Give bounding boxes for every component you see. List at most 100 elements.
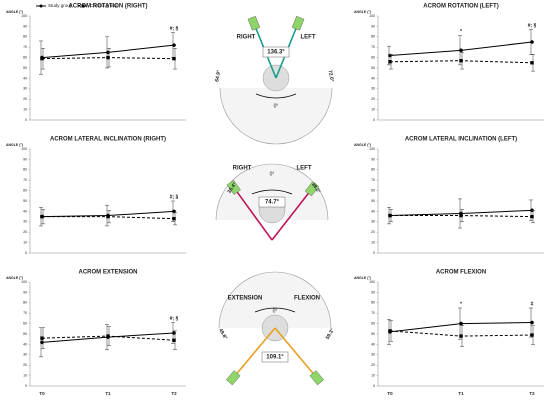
y-tick-label: 70 [371,178,375,182]
point [459,334,463,338]
annotation: #; § [170,194,179,200]
y-tick-label: 100 [21,14,27,18]
legend-marker [81,4,85,8]
side-angle: 36.4° [226,182,238,195]
y-tick-label: 40 [23,209,27,213]
y-tick-label: 30 [371,87,375,91]
angle-line [234,189,273,241]
y-tick-label: 0 [373,384,375,388]
y-tick-label: 30 [23,87,27,91]
annotation: #; § [528,23,537,29]
side-title: FLEXION [294,296,320,302]
y-tick-label: 80 [371,35,375,39]
y-tick-label: 100 [369,147,375,151]
y-tick-label: 10 [371,108,375,112]
angle-box [309,370,324,386]
total-angle: 109.1° [266,355,284,361]
x-tick-label: T0 [387,391,393,396]
y-tick-label: 40 [23,76,27,80]
y-tick-label: 70 [371,311,375,315]
x-tick-label: T2 [171,391,177,396]
point [40,214,44,219]
arc [219,87,333,145]
chart-title: ACROM LATERAL INCLINATION (LEFT) [405,137,517,143]
y-tick-label: 60 [371,322,375,326]
y-tick-label: 60 [23,56,27,60]
annotation: # [531,301,534,307]
y-tick-label: 0 [25,118,27,122]
point [172,43,176,47]
annotation: #; § [170,26,179,32]
point [530,333,534,337]
side-angle: 72.0° [327,70,335,83]
y-tick-label: 10 [371,241,375,245]
legend-label: Control group [90,3,118,8]
point [530,61,534,65]
y-tick-label: 20 [23,363,27,367]
x-tick-label: T2 [529,391,535,396]
y-tick-label: 80 [23,168,27,172]
annotation: #; § [170,316,179,322]
arc-dots [254,307,296,313]
y-tick-label: 10 [23,374,27,378]
y-tick-label: 60 [371,56,375,60]
annotation: * [460,29,462,35]
total-angle: 74.7° [265,200,280,206]
y-tick-label: 40 [371,76,375,80]
y-tick-label: 80 [371,301,375,305]
point [388,213,392,218]
y-tick-label: 100 [21,147,27,151]
y-tick-label: 10 [23,108,27,112]
side-angle: 59.3° [325,328,336,341]
total-angle: 136.3° [267,50,285,56]
y-tick-label: 10 [371,374,375,378]
y-axis-label: ANGLE (°) [354,10,371,14]
arc-dots [255,93,297,99]
total-box [261,351,289,363]
x-tick-label: T0 [39,391,45,396]
angle-line [271,190,311,241]
y-tick-label: 50 [371,199,375,203]
point [530,320,534,325]
point [172,338,176,342]
side-title: LEFT [301,35,316,41]
y-tick-label: 30 [371,353,375,357]
chart-title: ACROM ROTATION (LEFT) [423,4,498,10]
y-tick-label: 90 [23,157,27,161]
zero-label: 0° [274,103,279,109]
y-tick-label: 100 [369,280,375,284]
chart-title: ACROM ROTATION (RIGHT) [68,4,147,10]
point [106,214,110,219]
y-tick-label: 0 [373,251,375,255]
y-tick-label: 0 [373,118,375,122]
y-tick-label: 90 [371,290,375,294]
y-tick-label: 80 [23,301,27,305]
y-tick-label: 50 [23,199,27,203]
y-tick-label: 60 [371,189,375,193]
legend-label: Study group [48,3,73,8]
x-tick-label: T1 [458,391,464,396]
side-title: RIGHT [237,35,256,41]
angle-box [226,370,241,386]
y-tick-label: 0 [25,384,27,388]
point [106,50,110,55]
point [172,331,176,335]
y-tick-label: 100 [21,280,27,284]
side-title: RIGHT [233,166,252,172]
y-axis-label: ANGLE (°) [354,276,371,280]
zero-label: 0° [270,171,275,177]
side-angle: 64.9° [214,70,222,83]
point [459,321,463,326]
y-axis-label: ANGLE (°) [6,276,23,280]
y-tick-label: 20 [371,363,375,367]
angle-line [234,327,276,377]
y-tick-label: 90 [371,24,375,28]
y-tick-label: 10 [23,241,27,245]
chart-title: ACROM LATERAL INCLINATION (RIGHT) [50,137,166,143]
point [388,60,392,64]
point [40,56,44,61]
y-tick-label: 90 [23,24,27,28]
y-tick-label: 0 [25,251,27,255]
point [530,214,534,219]
